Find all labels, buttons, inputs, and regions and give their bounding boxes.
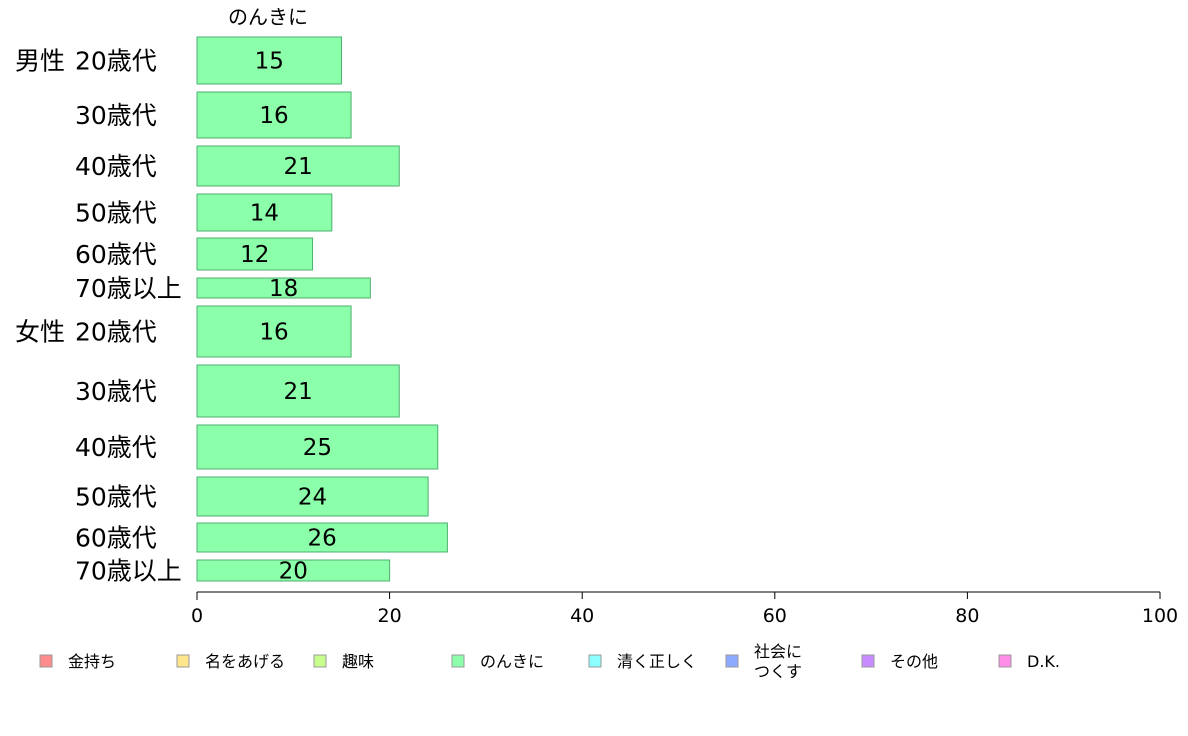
- category-label: 60歳代: [75, 524, 157, 553]
- bar-value-label: 12: [240, 242, 269, 268]
- bar-value-label: 14: [250, 201, 279, 227]
- bar: [196, 91, 352, 139]
- x-tick-label: 80: [955, 605, 979, 627]
- category-label: 50歳代: [75, 199, 157, 228]
- legend-label: 名をあげる: [205, 652, 285, 671]
- group-label: 男性: [15, 47, 65, 76]
- bar-value-label: 18: [269, 276, 298, 302]
- legend-swatch: [39, 654, 53, 668]
- bar-value-label: 24: [298, 485, 327, 511]
- legend-label: 趣味: [342, 652, 374, 671]
- legend-label: 社会に: [754, 642, 802, 661]
- legend-label: 金持ち: [68, 652, 116, 671]
- bar-value-label: 15: [255, 49, 284, 75]
- bar-value-label: 20: [279, 559, 308, 585]
- category-label: 60歳代: [75, 240, 157, 269]
- bar-value-label: 21: [283, 154, 312, 180]
- legend-swatch: [588, 654, 602, 668]
- legend-swatch: [313, 654, 327, 668]
- bar-value-label: 26: [308, 526, 337, 552]
- legend-label: その他: [890, 652, 938, 671]
- bar: [196, 305, 352, 358]
- category-label: 50歳代: [75, 483, 157, 512]
- legend-label: D.K.: [1027, 652, 1060, 671]
- bar: [196, 424, 439, 470]
- bar-value-label: 21: [283, 379, 312, 405]
- category-label: 20歳代: [75, 47, 157, 76]
- bar: [196, 364, 400, 418]
- bar: [196, 36, 342, 85]
- x-tick-label: 40: [570, 605, 594, 627]
- legend-swatch: [451, 654, 465, 668]
- bar: [196, 277, 371, 299]
- category-label: 30歳代: [75, 101, 157, 130]
- category-label: 30歳代: [75, 377, 157, 406]
- category-label: 20歳代: [75, 318, 157, 347]
- bar: [196, 476, 429, 517]
- category-label: 70歳以上: [75, 274, 182, 303]
- bar: [196, 522, 448, 553]
- bar-value-label: 16: [259, 320, 288, 346]
- bar-value-label: 25: [303, 435, 332, 461]
- x-tick-label: 60: [763, 605, 787, 627]
- bar-value-label: 16: [259, 103, 288, 129]
- x-tick-label: 0: [191, 605, 203, 627]
- category-label: 70歳以上: [75, 557, 182, 586]
- legend-label: 清く正しく: [617, 652, 697, 671]
- bar: [196, 559, 391, 582]
- legend-swatch: [176, 654, 190, 668]
- legend-label: のんきに: [480, 652, 544, 671]
- x-tick-label: 100: [1142, 605, 1178, 627]
- category-label: 40歳代: [75, 152, 157, 181]
- bar: [196, 193, 333, 232]
- group-label: 女性: [15, 318, 65, 347]
- legend-label: つくす: [754, 662, 802, 681]
- legend-swatch: [861, 654, 875, 668]
- category-label: 40歳代: [75, 433, 157, 462]
- bars-group: 1520歳代男性1630歳代2140歳代1450歳代1260歳代1870歳以上1…: [15, 36, 448, 586]
- bar: [196, 237, 314, 271]
- x-tick-label: 20: [378, 605, 402, 627]
- column-title: のんきに: [228, 5, 308, 29]
- x-axis: 0 20 40 60 80 100: [191, 591, 1178, 627]
- legend-swatch: [725, 654, 739, 668]
- legend-swatch: [998, 654, 1012, 668]
- bar: [196, 145, 400, 187]
